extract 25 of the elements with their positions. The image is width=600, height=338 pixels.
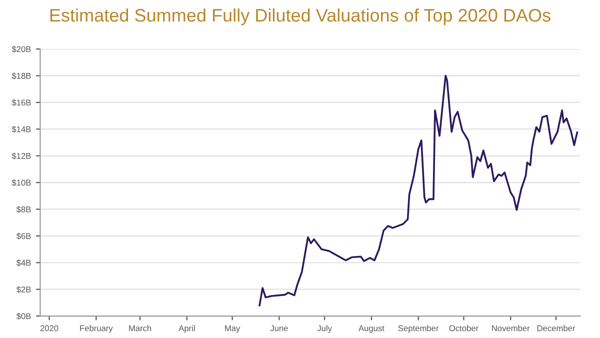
chart-title: Estimated Summed Fully Diluted Valuations of Top 2020 DAOs [50,8,550,26]
x-tick-label: February [80,325,113,333]
y-tick-label: $10B [12,179,31,186]
x-tick-label: November [492,325,530,332]
x-tick-label: October [449,325,478,332]
y-tick-label: $12B [12,152,31,160]
y-tick-label: $2B [16,286,31,293]
y-tick-label: $20B [12,46,31,53]
x-tick-label: June [270,325,288,332]
x-tick-label: December [537,325,576,332]
y-tick-label: $14B [12,126,31,133]
x-tick-label: March [129,325,152,332]
x-tick-label: August [358,325,384,333]
x-tick-label: September [398,325,439,333]
line-series [258,74,578,306]
y-tick-label: $4B [16,259,31,266]
y-tick-label: $8B [16,206,31,213]
y-tick-label: $16B [12,99,31,106]
y-tick-label: $0B [16,312,31,320]
x-tick-label: May [225,325,240,333]
y-tick-label: $18B [12,72,31,80]
x-tick-label: 2020 [40,325,58,332]
x-tick-label: July [317,325,332,333]
x-tick-label: April [178,325,195,333]
y-tick-label: $6B [16,232,31,240]
